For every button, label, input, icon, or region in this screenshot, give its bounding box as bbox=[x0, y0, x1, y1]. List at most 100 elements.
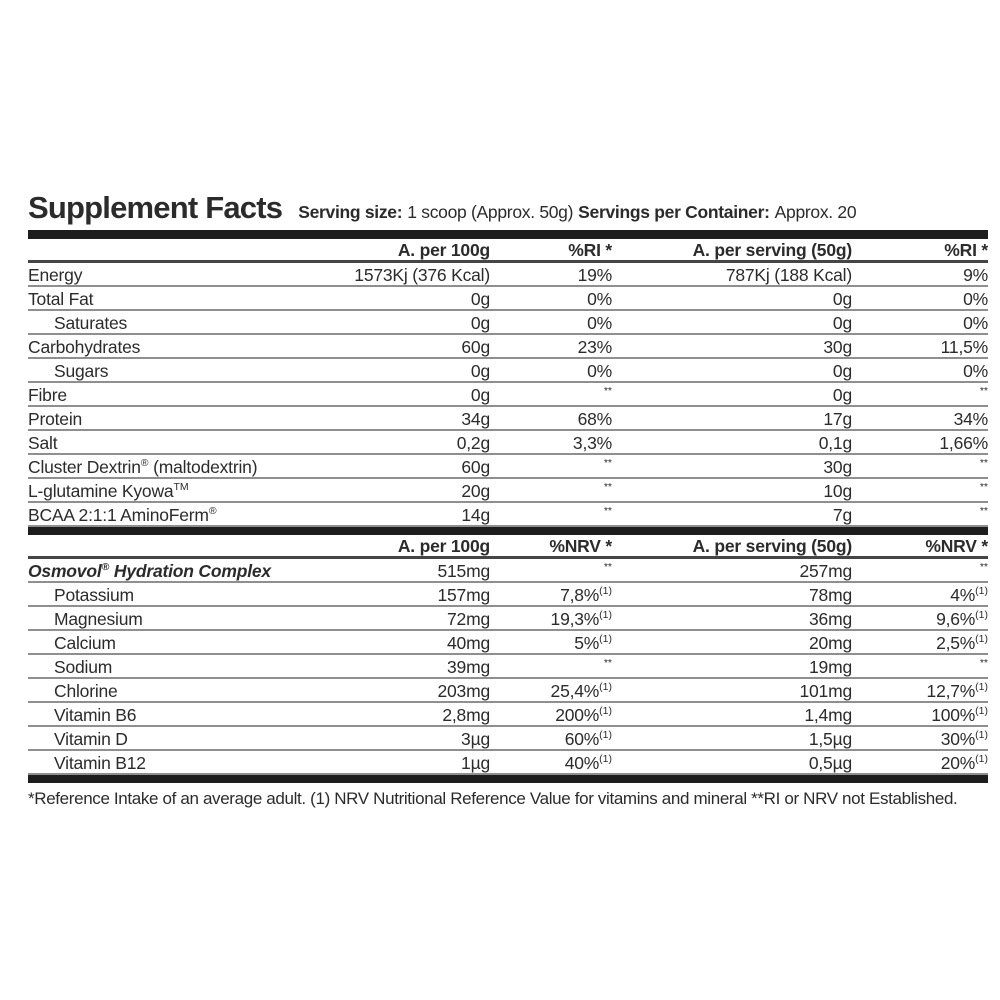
cell-per-100g: 60g bbox=[461, 337, 490, 357]
cell-per-100g: 157mg bbox=[437, 585, 490, 605]
cell-ri-100g: ** bbox=[603, 561, 612, 574]
cell-per-100g: 2,8mg bbox=[442, 705, 490, 725]
row-label: Sugars bbox=[54, 361, 109, 381]
row-label: Cluster Dextrin® (maltodextrin) bbox=[28, 457, 258, 477]
cell-per-100g: 203mg bbox=[437, 681, 490, 701]
table-row: Sodium 39mg ** 19mg ** bbox=[28, 655, 988, 679]
table-row: BCAA 2:1:1 AminoFerm® 14g ** 7g ** bbox=[28, 503, 988, 527]
cell-per-serving: 1,5µg bbox=[808, 729, 852, 749]
cell-ri-100g: 19,3%(1) bbox=[550, 609, 612, 629]
page-title: Supplement Facts bbox=[28, 190, 283, 225]
cell-per-100g: 3µg bbox=[461, 729, 490, 749]
header-per-100g: A. per 100g bbox=[397, 536, 490, 556]
row-label: Calcium bbox=[54, 633, 116, 653]
cell-per-100g: 0g bbox=[470, 385, 490, 405]
cell-ri-100g: 25,4%(1) bbox=[550, 681, 612, 701]
table-row: Magnesium 72mg 19,3%(1) 36mg 9,6%(1) bbox=[28, 607, 988, 631]
cell-ri-100g: 0% bbox=[587, 361, 612, 381]
cell-per-serving: 17g bbox=[823, 409, 852, 429]
cell-per-100g: 1573Kj (376 Kcal) bbox=[354, 265, 490, 285]
cell-per-100g: 20g bbox=[461, 481, 490, 501]
cell-ri-100g: ** bbox=[603, 505, 612, 518]
table-row: Osmovol® Hydration Complex 515mg ** 257mg ** bbox=[28, 559, 988, 583]
row-label: Fibre bbox=[28, 385, 67, 405]
cell-ri-100g: 60%(1) bbox=[564, 729, 612, 749]
cell-ri-100g: 5%(1) bbox=[574, 633, 612, 653]
cell-per-100g: 1µg bbox=[461, 753, 490, 773]
row-label: Saturates bbox=[54, 313, 128, 333]
row-label: Osmovol® Hydration Complex bbox=[28, 561, 271, 581]
cell-per-serving: 78mg bbox=[809, 585, 852, 605]
row-label: Magnesium bbox=[54, 609, 143, 629]
cell-ri-100g: 3,3% bbox=[572, 433, 612, 453]
header-ri-100g: %RI * bbox=[568, 240, 612, 260]
row-label: Chlorine bbox=[54, 681, 118, 701]
cell-per-serving: 0,5µg bbox=[808, 753, 852, 773]
header-ri-100g: %NRV * bbox=[549, 536, 612, 556]
cell-per-serving: 0g bbox=[832, 385, 852, 405]
cell-ri-serving: 100%(1) bbox=[931, 705, 988, 725]
cell-per-100g: 0g bbox=[470, 313, 490, 333]
servings-per-container-label: Servings per Container: bbox=[578, 202, 770, 222]
cell-per-serving: 19mg bbox=[809, 657, 852, 677]
table-row: Protein 34g 68% 17g 34% bbox=[28, 407, 988, 431]
table-row: Fibre 0g ** 0g ** bbox=[28, 383, 988, 407]
cell-per-serving: 0g bbox=[832, 289, 852, 309]
table-row: Sugars 0g 0% 0g 0% bbox=[28, 359, 988, 383]
cell-per-serving: 10g bbox=[823, 481, 852, 501]
table-row: Salt 0,2g 3,3% 0,1g 1,66% bbox=[28, 431, 988, 455]
cell-ri-100g: ** bbox=[603, 481, 612, 494]
cell-per-serving: 0g bbox=[832, 361, 852, 381]
cell-ri-100g: 68% bbox=[577, 409, 613, 429]
cell-per-100g: 0,2g bbox=[456, 433, 490, 453]
row-label: Vitamin D bbox=[54, 729, 128, 749]
header-ri-serving: %RI * bbox=[944, 240, 988, 260]
row-label: Salt bbox=[28, 433, 58, 453]
cell-ri-serving: 4%(1) bbox=[950, 585, 988, 605]
table-row: L-glutamine KyowaTM 20g ** 10g ** bbox=[28, 479, 988, 503]
table-row: Cluster Dextrin® (maltodextrin) 60g ** 30g *… bbox=[28, 455, 988, 479]
cell-ri-serving: ** bbox=[979, 561, 988, 574]
cell-ri-100g: ** bbox=[603, 457, 612, 470]
cell-per-100g: 40mg bbox=[447, 633, 490, 653]
cell-per-100g: 34g bbox=[461, 409, 490, 429]
table-row: Energy 1573Kj (376 Kcal) 19% 787Kj (188 Kca… bbox=[28, 263, 988, 287]
cell-per-serving: 36mg bbox=[809, 609, 852, 629]
cell-per-serving: 0g bbox=[832, 313, 852, 333]
row-label: Vitamin B6 bbox=[54, 705, 137, 725]
cell-ri-100g: 200%(1) bbox=[555, 705, 612, 725]
cell-ri-serving: 1,66% bbox=[939, 433, 988, 453]
cell-ri-100g: 0% bbox=[587, 289, 612, 309]
table-row: Potassium 157mg 7,8%(1) 78mg 4%(1) bbox=[28, 583, 988, 607]
cell-ri-100g: 19% bbox=[577, 265, 613, 285]
cell-per-serving: 0,1g bbox=[818, 433, 852, 453]
cell-per-100g: 0g bbox=[470, 289, 490, 309]
cell-ri-serving: 12,7%(1) bbox=[926, 681, 988, 701]
row-label: Vitamin B12 bbox=[54, 753, 146, 773]
table-row: Total Fat 0g 0% 0g 0% bbox=[28, 287, 988, 311]
cell-ri-100g: 0% bbox=[587, 313, 612, 333]
cell-per-100g: 72mg bbox=[447, 609, 490, 629]
table-row: Chlorine 203mg 25,4%(1) 101mg 12,7%(1) bbox=[28, 679, 988, 703]
cell-per-serving: 30g bbox=[823, 457, 852, 477]
cell-ri-100g: 23% bbox=[577, 337, 613, 357]
serving-size-value: 1 scoop (Approx. 50g) bbox=[407, 202, 574, 222]
cell-ri-serving: ** bbox=[979, 457, 988, 470]
footnote: *Reference Intake of an average adult. (… bbox=[28, 789, 958, 808]
row-label: Carbohydrates bbox=[28, 337, 141, 357]
row-label: Potassium bbox=[54, 585, 134, 605]
cell-ri-serving: 34% bbox=[953, 409, 989, 429]
cell-ri-serving: 30%(1) bbox=[940, 729, 988, 749]
table-row: Saturates 0g 0% 0g 0% bbox=[28, 311, 988, 335]
table-row: Vitamin D 3µg 60%(1) 1,5µg 30%(1) bbox=[28, 727, 988, 751]
table-header-row: A. per 100g %NRV * A. per serving (50g) %NR… bbox=[28, 535, 988, 559]
cell-per-100g: 60g bbox=[461, 457, 490, 477]
cell-ri-serving: ** bbox=[979, 385, 988, 398]
supplement-facts-label: Supplement Facts Serving size: 1 scoop (A… bbox=[28, 190, 988, 809]
divider-bar-top bbox=[28, 230, 988, 239]
cell-per-serving: 30g bbox=[823, 337, 852, 357]
cell-ri-serving: 11,5% bbox=[940, 337, 989, 357]
cell-ri-serving: 2,5%(1) bbox=[936, 633, 988, 653]
cell-per-100g: 0g bbox=[470, 361, 490, 381]
cell-ri-serving: 9% bbox=[963, 265, 988, 285]
